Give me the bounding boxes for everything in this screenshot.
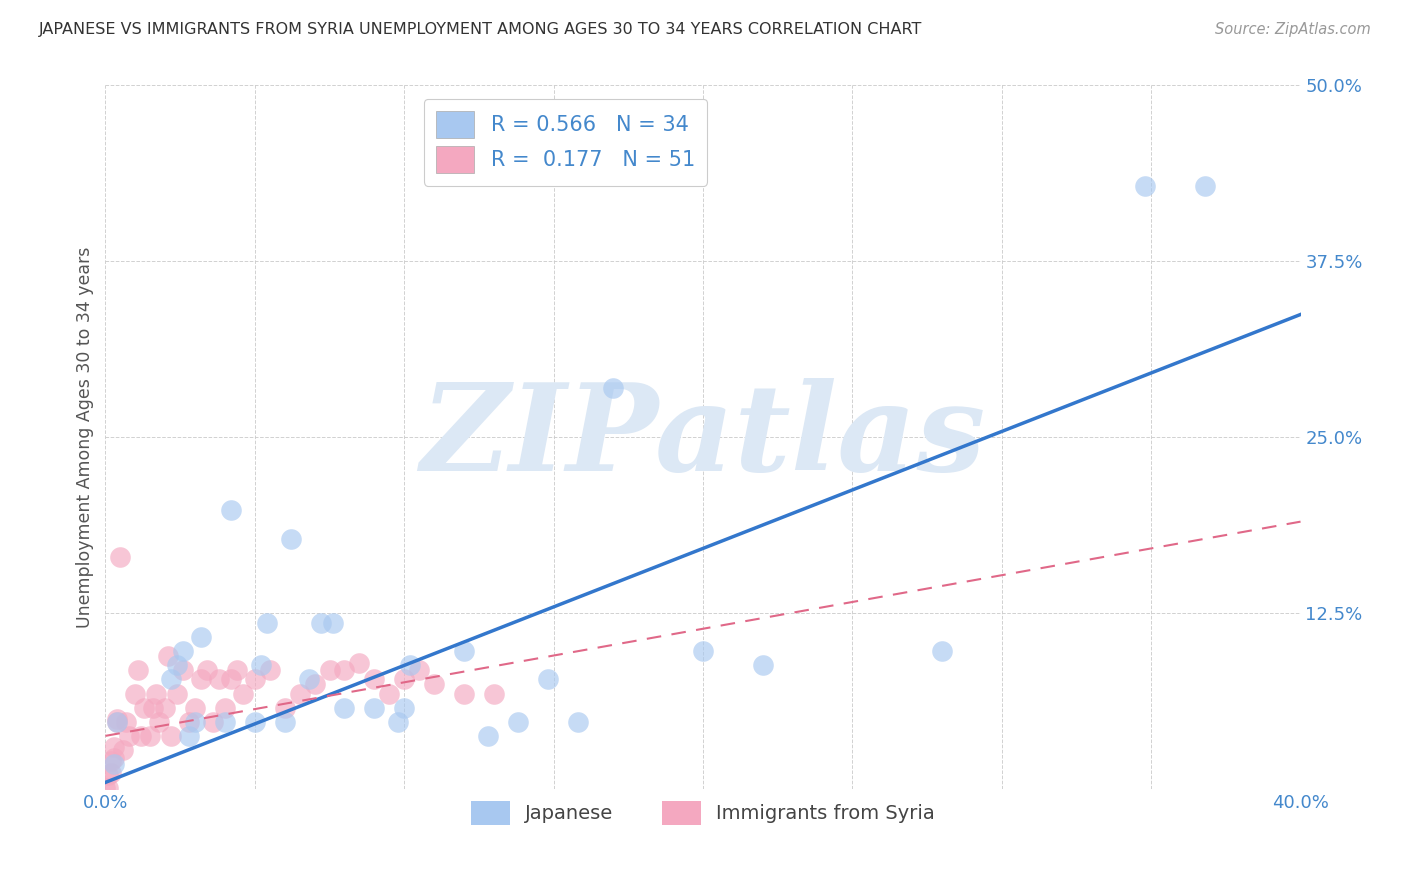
Point: [363, 700, 385, 714]
Point: [160, 673, 183, 687]
Point: [387, 714, 409, 729]
Point: [184, 714, 207, 729]
Point: [931, 644, 953, 658]
Point: [1194, 179, 1216, 194]
Point: [232, 687, 254, 701]
Point: [177, 729, 201, 743]
Point: [214, 714, 236, 729]
Point: [243, 673, 266, 687]
Point: [453, 644, 475, 658]
Point: [219, 673, 242, 687]
Y-axis label: Unemployment Among Ages 30 to 34 years: Unemployment Among Ages 30 to 34 years: [76, 246, 94, 628]
Point: [692, 644, 714, 658]
Point: [110, 549, 132, 564]
Point: [318, 663, 340, 677]
Point: [124, 687, 146, 701]
Point: [333, 700, 356, 714]
Point: [1133, 179, 1156, 194]
Point: [304, 676, 326, 690]
Point: [477, 729, 499, 743]
Point: [155, 700, 177, 714]
Text: ZIPatlas: ZIPatlas: [420, 378, 986, 496]
Point: [202, 714, 225, 729]
Point: [333, 663, 356, 677]
Point: [309, 616, 332, 631]
Point: [127, 663, 149, 677]
Point: [94, 780, 117, 795]
Point: [482, 687, 505, 701]
Legend: Japanese, Immigrants from Syria: Japanese, Immigrants from Syria: [463, 793, 943, 832]
Point: [97, 780, 120, 795]
Point: [256, 616, 278, 631]
Text: JAPANESE VS IMMIGRANTS FROM SYRIA UNEMPLOYMENT AMONG AGES 30 TO 34 YEARS CORRELA: JAPANESE VS IMMIGRANTS FROM SYRIA UNEMPL…: [39, 22, 922, 37]
Point: [145, 687, 167, 701]
Point: [139, 729, 162, 743]
Point: [107, 714, 129, 729]
Point: [172, 644, 194, 658]
Text: Source: ZipAtlas.com: Source: ZipAtlas.com: [1215, 22, 1371, 37]
Point: [208, 673, 231, 687]
Point: [100, 754, 122, 768]
Point: [177, 714, 201, 729]
Point: [567, 714, 589, 729]
Point: [394, 700, 416, 714]
Point: [321, 616, 344, 631]
Point: [259, 663, 281, 677]
Point: [172, 663, 194, 677]
Point: [112, 743, 135, 757]
Point: [142, 700, 165, 714]
Point: [243, 714, 266, 729]
Point: [157, 648, 180, 663]
Point: [103, 740, 125, 755]
Point: [184, 700, 207, 714]
Point: [190, 630, 212, 644]
Point: [115, 714, 138, 729]
Point: [751, 658, 773, 673]
Point: [298, 673, 321, 687]
Point: [219, 503, 242, 517]
Point: [97, 768, 120, 782]
Point: [536, 673, 558, 687]
Point: [602, 381, 624, 395]
Point: [190, 673, 212, 687]
Point: [129, 729, 153, 743]
Point: [423, 676, 446, 690]
Point: [166, 658, 188, 673]
Point: [107, 712, 129, 726]
Point: [363, 673, 385, 687]
Point: [506, 714, 529, 729]
Point: [288, 687, 311, 701]
Point: [408, 663, 430, 677]
Point: [273, 700, 295, 714]
Point: [399, 658, 422, 673]
Point: [148, 714, 170, 729]
Point: [394, 673, 416, 687]
Point: [349, 656, 371, 670]
Point: [160, 729, 183, 743]
Point: [107, 714, 129, 729]
Point: [100, 765, 122, 780]
Point: [214, 700, 236, 714]
Point: [134, 700, 156, 714]
Point: [378, 687, 401, 701]
Point: [103, 757, 125, 772]
Point: [250, 658, 273, 673]
Point: [118, 729, 141, 743]
Point: [273, 714, 295, 729]
Point: [280, 532, 302, 546]
Point: [225, 663, 249, 677]
Point: [453, 687, 475, 701]
Point: [103, 751, 125, 765]
Point: [195, 663, 218, 677]
Point: [166, 687, 188, 701]
